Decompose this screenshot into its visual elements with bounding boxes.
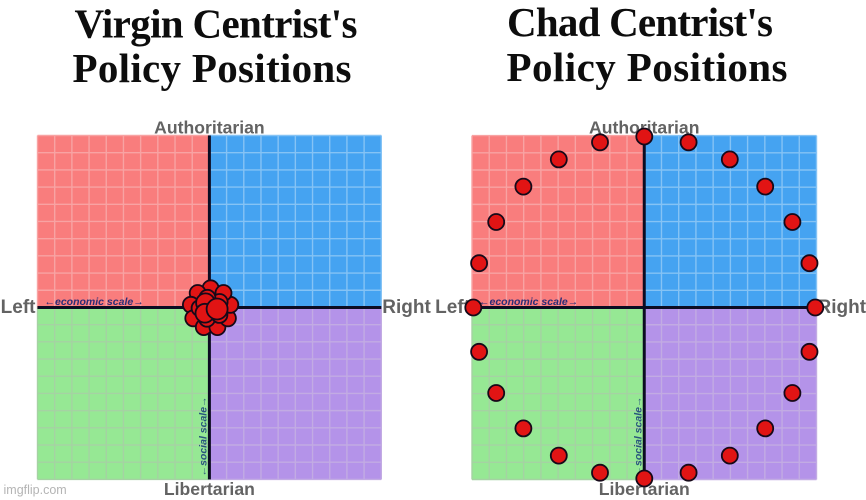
svg-text:Virgin Centrist's: Virgin Centrist's xyxy=(75,1,358,47)
svg-text:Libertarian: Libertarian xyxy=(164,479,255,499)
svg-text:←social scale→: ←social scale→ xyxy=(632,397,644,477)
svg-text:←social scale→: ←social scale→ xyxy=(197,396,209,476)
svg-text:Policy Positions: Policy Positions xyxy=(507,44,788,90)
svg-text:Right: Right xyxy=(818,297,866,318)
svg-text:Right: Right xyxy=(382,297,431,318)
svg-text:Policy Positions: Policy Positions xyxy=(73,45,352,91)
svg-text:Chad Centrist's: Chad Centrist's xyxy=(507,0,773,45)
svg-text:←economic scale→: ←economic scale→ xyxy=(479,296,578,308)
svg-text:imgflip.com: imgflip.com xyxy=(4,483,67,497)
svg-text:←economic scale→: ←economic scale→ xyxy=(45,296,144,308)
svg-text:Left: Left xyxy=(1,297,37,318)
svg-text:Libertarian: Libertarian xyxy=(599,479,690,499)
svg-text:Authoritarian: Authoritarian xyxy=(154,118,264,138)
svg-text:Left: Left xyxy=(435,297,471,318)
svg-text:Authoritarian: Authoritarian xyxy=(589,118,699,138)
